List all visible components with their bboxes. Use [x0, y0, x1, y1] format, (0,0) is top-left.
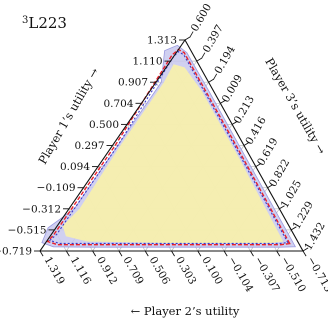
bottom-tick-label: 0.912: [94, 255, 119, 287]
right-tick-label: 0.213: [232, 94, 257, 126]
bottom-tick-label: −0.307: [252, 255, 282, 295]
left-tick-label: −0.312: [22, 203, 61, 215]
bottom-tick: [171, 250, 175, 257]
bottom-tick: [223, 250, 228, 257]
left-tick-label: 1.110: [132, 56, 162, 68]
bottom-tick-label: 0.100: [199, 255, 224, 287]
left-tick-label: 0.297: [74, 140, 104, 152]
bottom-tick: [39, 250, 44, 257]
bottom-axis-title: ← Player 2’s utility: [131, 304, 240, 318]
right-tick-label: 0.822: [267, 157, 292, 189]
bottom-tick: [302, 250, 307, 257]
bottom-tick-label: −0.104: [226, 255, 256, 295]
right-tick: [220, 99, 226, 104]
bottom-tick-label: 0.303: [173, 255, 198, 287]
bottom-tick: [65, 250, 70, 257]
left-tick-label: −0.719: [0, 246, 32, 258]
left-tick-label: −0.515: [8, 224, 47, 236]
bottom-tick-label: 1.116: [68, 255, 94, 287]
figure-label-text: L223: [28, 14, 67, 32]
figure-label: 3L223: [22, 14, 67, 32]
right-tick: [231, 120, 238, 125]
figure-label-superscript: 3: [22, 15, 28, 26]
left-tick-label: 0.907: [118, 77, 148, 89]
right-tick: [255, 163, 262, 167]
left-tick-label: 1.313: [147, 35, 177, 47]
right-tick: [243, 142, 250, 146]
bottom-tick-label: −0.510: [278, 255, 308, 295]
right-tick-label: 0.009: [220, 73, 245, 105]
right-tick-label: 1.432: [302, 220, 327, 252]
right-tick-label: 0.416: [243, 115, 269, 147]
bottom-tick: [250, 250, 254, 257]
bottom-tick-label: 0.506: [147, 255, 173, 287]
left-tick-label: 0.704: [103, 98, 133, 110]
region-blue-boundary: [48, 50, 289, 244]
right-tick: [290, 226, 297, 231]
tick-marks: [34, 36, 309, 257]
left-tick-label: 0.500: [89, 119, 119, 131]
regions: [41, 44, 297, 248]
right-tick: [196, 57, 203, 62]
bottom-tick: [92, 250, 97, 257]
bottom-tick: [144, 250, 149, 257]
right-tick: [184, 36, 191, 41]
right-tick: [208, 78, 214, 83]
bottom-tick: [197, 250, 202, 257]
right-tick-label: 1.229: [291, 199, 316, 231]
bottom-tick-label: 0.709: [120, 255, 145, 287]
right-tick: [279, 205, 285, 210]
bottom-tick-label: −0.713: [304, 255, 328, 295]
left-tick-label: −0.109: [37, 182, 76, 194]
bottom-tick-label: 1.319: [41, 255, 66, 287]
left-tick-label: 0.094: [60, 161, 90, 173]
bottom-tick: [118, 250, 123, 257]
right-tick: [267, 184, 273, 189]
region-yellow: [62, 64, 284, 243]
region-red-boundary: [46, 48, 291, 246]
right-tick: [302, 247, 309, 252]
bottom-tick: [276, 250, 281, 257]
right-tick-label: 1.025: [279, 178, 304, 210]
right-tick-label: 0.619: [255, 136, 280, 168]
